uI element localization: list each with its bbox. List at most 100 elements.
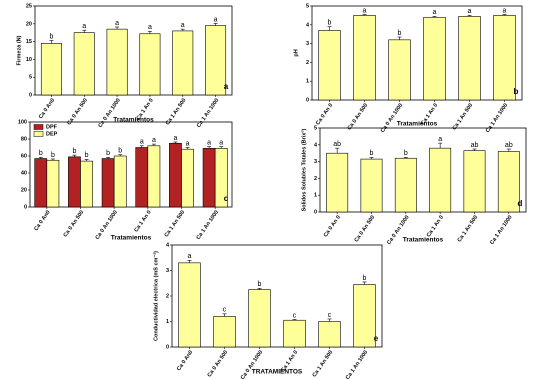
x-tick-label: Ca 0 An 0: [315, 103, 334, 127]
significance-letter: a: [152, 137, 156, 144]
significance-letter: a: [115, 20, 119, 27]
bar: [318, 321, 341, 348]
x-tick-label: Ca 1 An 1000: [196, 210, 220, 241]
y-tick-label: 2: [314, 176, 317, 182]
x-tick-label: Ca 0 An 500: [207, 350, 230, 379]
bar: [360, 158, 383, 213]
bar: [353, 284, 376, 348]
y-tick-label: 1: [314, 193, 317, 199]
significance-letter: b: [118, 148, 122, 155]
significance-letter: b: [49, 33, 53, 40]
y-tick-label: 1: [306, 79, 309, 85]
significance-letter: c: [223, 307, 227, 314]
significance-letter: a: [181, 22, 185, 29]
bar: [40, 43, 62, 96]
significance-letter: b: [106, 150, 110, 157]
bar: [283, 319, 306, 348]
plot-frame: [29, 121, 233, 208]
bar: [423, 16, 446, 101]
x-tick-label: Ca 0 An0: [176, 350, 194, 373]
significance-letter: c: [328, 312, 332, 319]
bar: [101, 158, 115, 208]
panel-label: b: [514, 87, 519, 96]
significance-letter: b: [328, 20, 332, 27]
bar: [353, 15, 376, 101]
y-tick-label: 3: [306, 41, 309, 47]
x-tick-label: Ca 1 An 1000: [485, 103, 509, 134]
significance-letter: b: [404, 150, 408, 157]
y-tick-label: 4: [314, 142, 318, 148]
significance-letter: b: [39, 150, 43, 157]
significance-letter: a: [207, 139, 211, 146]
significance-letter: b: [258, 281, 262, 288]
bar: [113, 155, 127, 208]
y-tick-label: 3: [166, 268, 169, 274]
significance-letter: a: [433, 9, 437, 16]
bar: [202, 148, 216, 208]
plot-frame: [171, 244, 383, 348]
x-tick-label: Ca 0 An 1000: [380, 103, 404, 134]
y-axis-label: Firmeza (N): [16, 35, 22, 65]
bar: [172, 30, 194, 96]
panel-label: d: [518, 199, 523, 208]
significance-letter: ab: [333, 141, 341, 148]
y-tick-label: 20: [21, 187, 27, 193]
y-tick-label: 0: [306, 97, 309, 103]
y-tick-label: 80: [21, 136, 27, 142]
significance-letter: b: [370, 150, 374, 157]
x-axis-label: TRATAMIENTOS: [252, 369, 303, 376]
x-tick-label: Ca 1 An 1000: [345, 350, 369, 379]
y-tick-label: 25: [26, 3, 32, 9]
bar: [497, 151, 520, 213]
x-tick-label: Ca 0 An0: [33, 210, 51, 233]
x-tick-label: Ca 1 An 500: [452, 103, 475, 132]
y-tick-label: 0: [314, 209, 317, 215]
x-tick-label: Ca 1 An 1000: [196, 98, 220, 129]
y-tick-label: 2: [166, 293, 169, 299]
significance-letter: a: [219, 139, 223, 146]
y-tick-label: 5: [314, 125, 317, 131]
significance-letter: a: [363, 7, 367, 14]
bar: [318, 30, 341, 101]
significance-letter: ab: [471, 142, 479, 149]
significance-letter: b: [363, 275, 367, 282]
y-axis-label: pH: [293, 49, 299, 56]
bar: [458, 16, 481, 101]
significance-letter: a: [503, 7, 507, 14]
y-tick-label: 5: [306, 3, 309, 9]
y-tick-label: 1: [166, 319, 169, 325]
x-tick-label: Ca 1 An 500: [457, 215, 480, 244]
x-tick-label: Ca 0 An 500: [354, 215, 377, 244]
y-tick-label: 15: [26, 39, 32, 45]
significance-letter: a: [188, 253, 192, 260]
panel-label: e: [374, 334, 379, 343]
x-tick-label: Ca 1 An 0: [426, 215, 445, 239]
significance-letter: ab: [505, 142, 513, 149]
plot-frame: [311, 5, 523, 101]
x-tick-label: Ca 0 An 500: [347, 103, 370, 132]
y-tick-label: 2: [306, 60, 309, 66]
x-tick-label: Ca 1 An 500: [164, 210, 187, 239]
bar: [135, 147, 149, 208]
y-tick-label: 0: [29, 92, 32, 98]
bar: [73, 32, 95, 96]
x-axis-label: Tratamientos: [113, 117, 154, 124]
legend-label: DEP: [46, 131, 58, 137]
bar: [139, 33, 161, 96]
plot-frame: [319, 127, 527, 213]
bar: [181, 148, 194, 208]
legend-swatch: [33, 131, 44, 137]
bar: [429, 147, 452, 213]
y-tick-label: 40: [21, 170, 27, 176]
x-tick-label: Ca 1 An 0: [133, 210, 152, 234]
significance-letter: a: [82, 23, 86, 30]
panel-label: c: [224, 194, 229, 203]
y-tick-label: 4: [306, 22, 310, 28]
y-axis-label: Conductividad electrica (mS cm⁻²): [152, 251, 159, 341]
bar: [34, 158, 48, 208]
bar: [394, 157, 417, 213]
bar: [388, 39, 411, 101]
y-tick-label: 60: [21, 153, 27, 159]
significance-letter: a: [173, 135, 177, 142]
